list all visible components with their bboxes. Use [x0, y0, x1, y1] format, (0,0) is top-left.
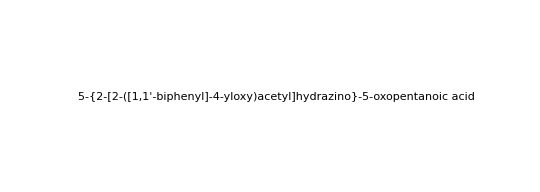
Text: 5-{2-[2-([1,1'-biphenyl]-4-yloxy)acetyl]hydrazino}-5-oxopentanoic acid: 5-{2-[2-([1,1'-biphenyl]-4-yloxy)acetyl]…	[78, 92, 475, 102]
